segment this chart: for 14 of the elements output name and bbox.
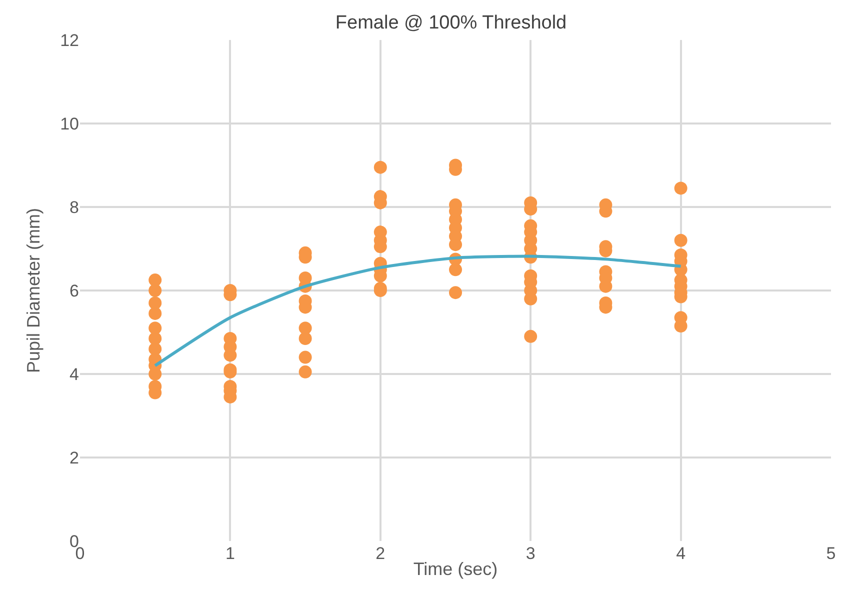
y-tick-label: 10 <box>60 114 79 134</box>
y-tick-label: 4 <box>70 364 79 384</box>
chart-title: Female @ 100% Threshold <box>335 12 567 34</box>
y-tick-label: 2 <box>70 448 79 468</box>
x-axis-title: Time (sec) <box>413 559 498 580</box>
y-tick-label: 8 <box>70 198 79 217</box>
x-tick-label: 4 <box>676 544 686 563</box>
y-tick-label: 12 <box>60 30 79 50</box>
x-tick-label: 5 <box>826 544 836 563</box>
x-tick-label: 2 <box>376 544 386 563</box>
x-tick-label: 1 <box>225 544 235 563</box>
y-tick-label: 6 <box>70 281 79 300</box>
x-tick-label: 3 <box>526 544 536 563</box>
y-axis-title: Pupil Diameter (mm) <box>23 208 44 374</box>
